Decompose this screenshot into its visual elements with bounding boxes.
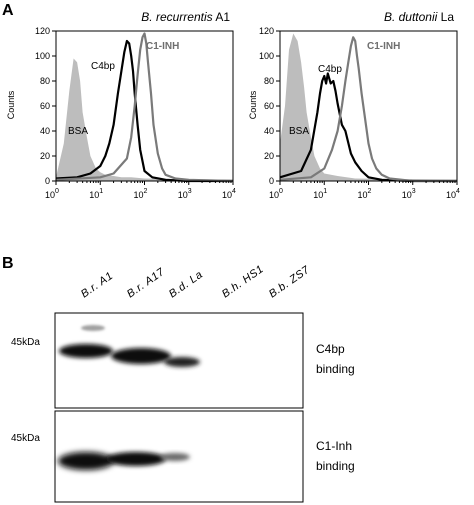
- x-tick-label: 100: [269, 188, 283, 200]
- y-axis-label: Counts: [248, 90, 258, 119]
- blot-label-line1: C1-Inh: [316, 439, 352, 453]
- lane-label: B.r. A1: [79, 270, 116, 301]
- histogram-plot-b-recurrentis: B. recurrentis A1 Counts 100 101 102 103 104…: [6, 10, 236, 200]
- histogram-plot-b-duttonii: B. duttonii La Counts 100 101 102 103 104 0 20…: [248, 10, 460, 200]
- x-tick-label: 104: [222, 188, 236, 200]
- bsa-label: BSA: [68, 126, 88, 137]
- lane-label: B.b. ZS7: [267, 264, 313, 301]
- c1-inh-histogram-line: [279, 36, 457, 183]
- x-tick-label: 104: [446, 188, 460, 200]
- blot-label-line2: binding: [316, 459, 355, 473]
- x-tick-label: 103: [178, 188, 192, 200]
- y-tick-label: 60: [40, 101, 50, 111]
- histogram-lines-layer: [279, 36, 457, 183]
- panel-a-letter: A: [2, 2, 14, 19]
- c4bp-histogram-line: [279, 72, 457, 183]
- blot-label-line1: C4bp: [316, 342, 345, 356]
- bsa-histogram: [56, 58, 233, 181]
- c4bp-histogram-line: [55, 39, 233, 183]
- c4bp-label: C4bp: [318, 64, 342, 75]
- c1-inh-histogram-line: [55, 32, 234, 183]
- y-axis-label: Counts: [6, 90, 16, 119]
- x-tick-label: 101: [313, 188, 327, 200]
- faint-band: [81, 325, 105, 331]
- c4bp-label: C4bp: [91, 61, 115, 72]
- c1inh-label: C1-INH: [146, 41, 179, 52]
- y-tick-label: 40: [264, 126, 274, 136]
- bsa-label: BSA: [289, 126, 309, 137]
- plot-title: B. recurrentis A1: [141, 10, 230, 24]
- blot-label-line2: binding: [316, 362, 355, 376]
- y-tick-label: 100: [259, 51, 274, 61]
- band-lane-3: [160, 453, 190, 461]
- c1inh-label: C1-INH: [367, 41, 400, 52]
- size-marker: 45kDa: [11, 433, 40, 444]
- x-tick-label: 100: [45, 188, 59, 200]
- y-tick-label: 100: [35, 51, 50, 61]
- lane-label: B.h. HS1: [220, 263, 266, 300]
- lane-label: B.r. A17: [125, 266, 167, 301]
- y-tick-label: 120: [35, 26, 50, 36]
- y-tick-label: 20: [40, 151, 50, 161]
- y-tick-label: 20: [264, 151, 274, 161]
- panel-b-letter: B: [2, 255, 14, 272]
- band-lane-1: [58, 452, 114, 470]
- western-blot-c4bp: 45kDa C4bp binding: [11, 312, 355, 409]
- plot-title: B. duttonii La: [384, 10, 454, 24]
- x-tick-label: 101: [89, 188, 103, 200]
- band-lane-3: [164, 357, 200, 367]
- size-marker: 45kDa: [11, 337, 40, 348]
- band-lane-2: [106, 452, 166, 466]
- y-tick-label: 60: [264, 101, 274, 111]
- band-lane-1: [59, 344, 113, 358]
- bsa-histogram: [280, 33, 457, 181]
- y-tick-label: 0: [269, 176, 274, 186]
- y-tick-label: 40: [40, 126, 50, 136]
- y-tick-label: 80: [40, 76, 50, 86]
- y-tick-label: 80: [264, 76, 274, 86]
- y-tick-label: 0: [45, 176, 50, 186]
- western-blot-c1inh: 45kDa C1-Inh binding: [11, 410, 355, 503]
- axis-ticks: 100 101 102 103 104 0 20 40 60 80 100 120: [259, 26, 460, 200]
- band-lane-2: [111, 348, 171, 364]
- bsa-histogram-layer: [280, 33, 457, 181]
- x-tick-label: 102: [358, 188, 372, 200]
- y-tick-label: 120: [259, 26, 274, 36]
- histogram-lines-layer: [55, 32, 234, 183]
- x-tick-label: 102: [134, 188, 148, 200]
- lane-label: B.d. La: [167, 269, 205, 301]
- x-tick-label: 103: [402, 188, 416, 200]
- lane-labels: B.r. A1 B.r. A17 B.d. La B.h. HS1 B.b. Z…: [79, 263, 313, 300]
- bsa-histogram-layer: [56, 58, 233, 181]
